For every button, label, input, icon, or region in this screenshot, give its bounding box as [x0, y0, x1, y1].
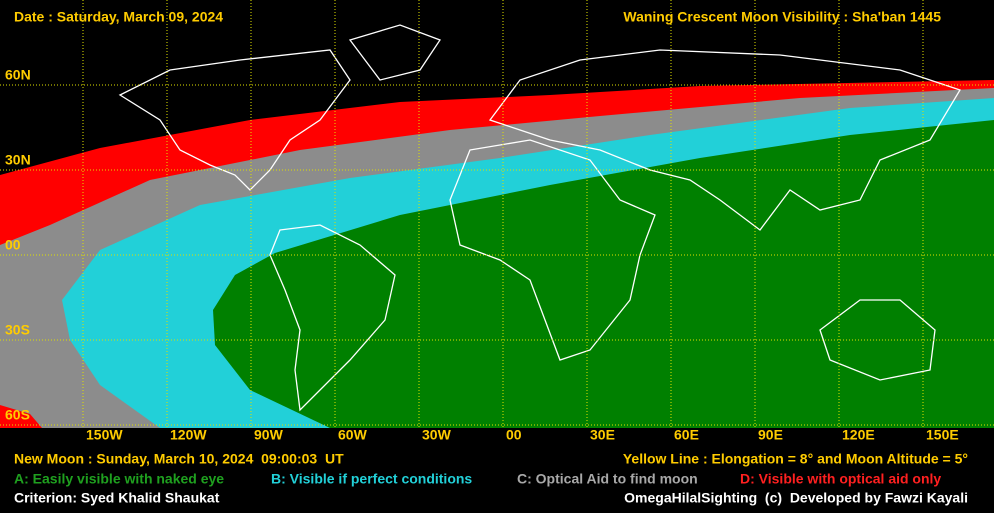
longitude-label: 120W [170, 427, 207, 443]
graticule [0, 0, 994, 428]
longitude-label: 150W [86, 427, 123, 443]
greenland [348, 24, 441, 81]
longitude-label: 00 [506, 427, 522, 443]
visibility-zones [0, 80, 994, 428]
north-america [118, 49, 351, 191]
zone-d-south [0, 405, 42, 428]
coastlines [118, 24, 961, 412]
eurasia [488, 49, 961, 231]
australia [819, 299, 936, 381]
date: Date : Saturday, March 09, 2024 [14, 9, 223, 25]
longitude-label: 60W [338, 427, 368, 443]
latitude-label: 60N [5, 67, 31, 83]
longitude-label: 30E [590, 427, 615, 443]
longitude-label: 120E [842, 427, 875, 443]
legend-entry: A: Easily visible with naked eye [14, 471, 224, 487]
longitude-label: 150E [926, 427, 959, 443]
longitude-label: 60E [674, 427, 699, 443]
longitude-label: 90W [254, 427, 284, 443]
legend-entry: C: Optical Aid to find moon [517, 471, 698, 487]
legend-entry: B: Visible if perfect conditions [271, 471, 472, 487]
yellow-line-note: Yellow Line : Elongation = 8° and Moon A… [623, 451, 968, 467]
new-moon: New Moon : Sunday, March 10, 2024 09:00:… [14, 451, 344, 467]
latitude-label: 30N [5, 152, 31, 168]
zone-a [213, 120, 994, 428]
latitude-label: 60S [5, 407, 30, 423]
africa [449, 139, 656, 361]
legend-entry: D: Visible with optical aid only [740, 471, 941, 487]
longitude-label: 90E [758, 427, 783, 443]
credit: OmegaHilalSighting (c) Developed by Fawz… [624, 490, 968, 506]
longitude-label: 30W [422, 427, 452, 443]
south-america [269, 224, 396, 412]
latitude-label: 30S [5, 322, 30, 338]
criterion: Criterion: Syed Khalid Shaukat [14, 490, 220, 506]
map-title: Waning Crescent Moon Visibility : Sha'ba… [623, 9, 941, 25]
latitude-label: 00 [5, 237, 21, 253]
